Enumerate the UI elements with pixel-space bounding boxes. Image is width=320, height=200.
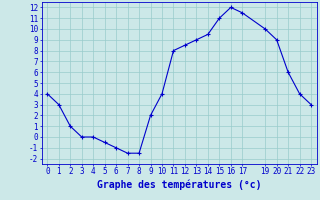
X-axis label: Graphe des températures (°c): Graphe des températures (°c) [97,179,261,190]
